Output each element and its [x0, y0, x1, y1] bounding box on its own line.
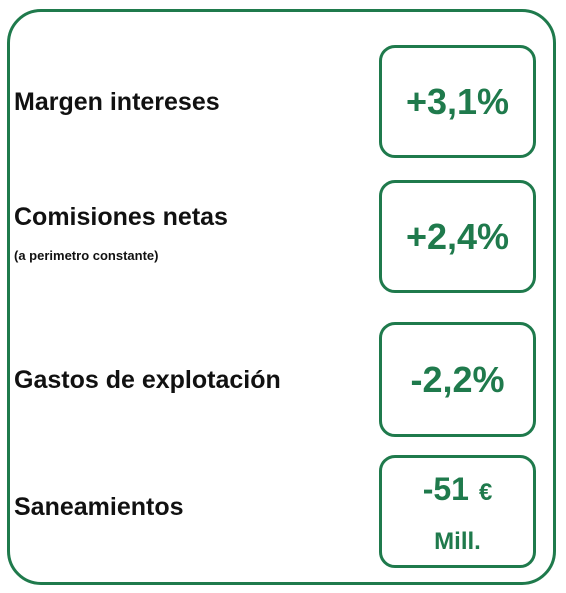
row-label: Gastos de explotación [14, 366, 281, 394]
value-unit: € [478, 479, 493, 507]
row-label: Margen intereses [14, 88, 220, 116]
row-sublabel: (a perimetro constante) [14, 248, 159, 263]
value: -51 [422, 471, 469, 508]
value-box: -51 € Mill. [379, 455, 536, 568]
value: -2,2% [410, 358, 505, 400]
value-scale: Mill. [434, 527, 481, 555]
value-box: -2,2% [379, 322, 536, 437]
row-label: Comisiones netas [14, 203, 228, 231]
row-label: Saneamientos [14, 493, 184, 521]
value: +2,4% [405, 215, 510, 257]
value-box: +2,4% [379, 180, 536, 293]
value: +3,1% [405, 80, 510, 122]
value-box: +3,1% [379, 45, 536, 158]
panel [7, 9, 556, 585]
value-line: -51 € [423, 467, 493, 509]
